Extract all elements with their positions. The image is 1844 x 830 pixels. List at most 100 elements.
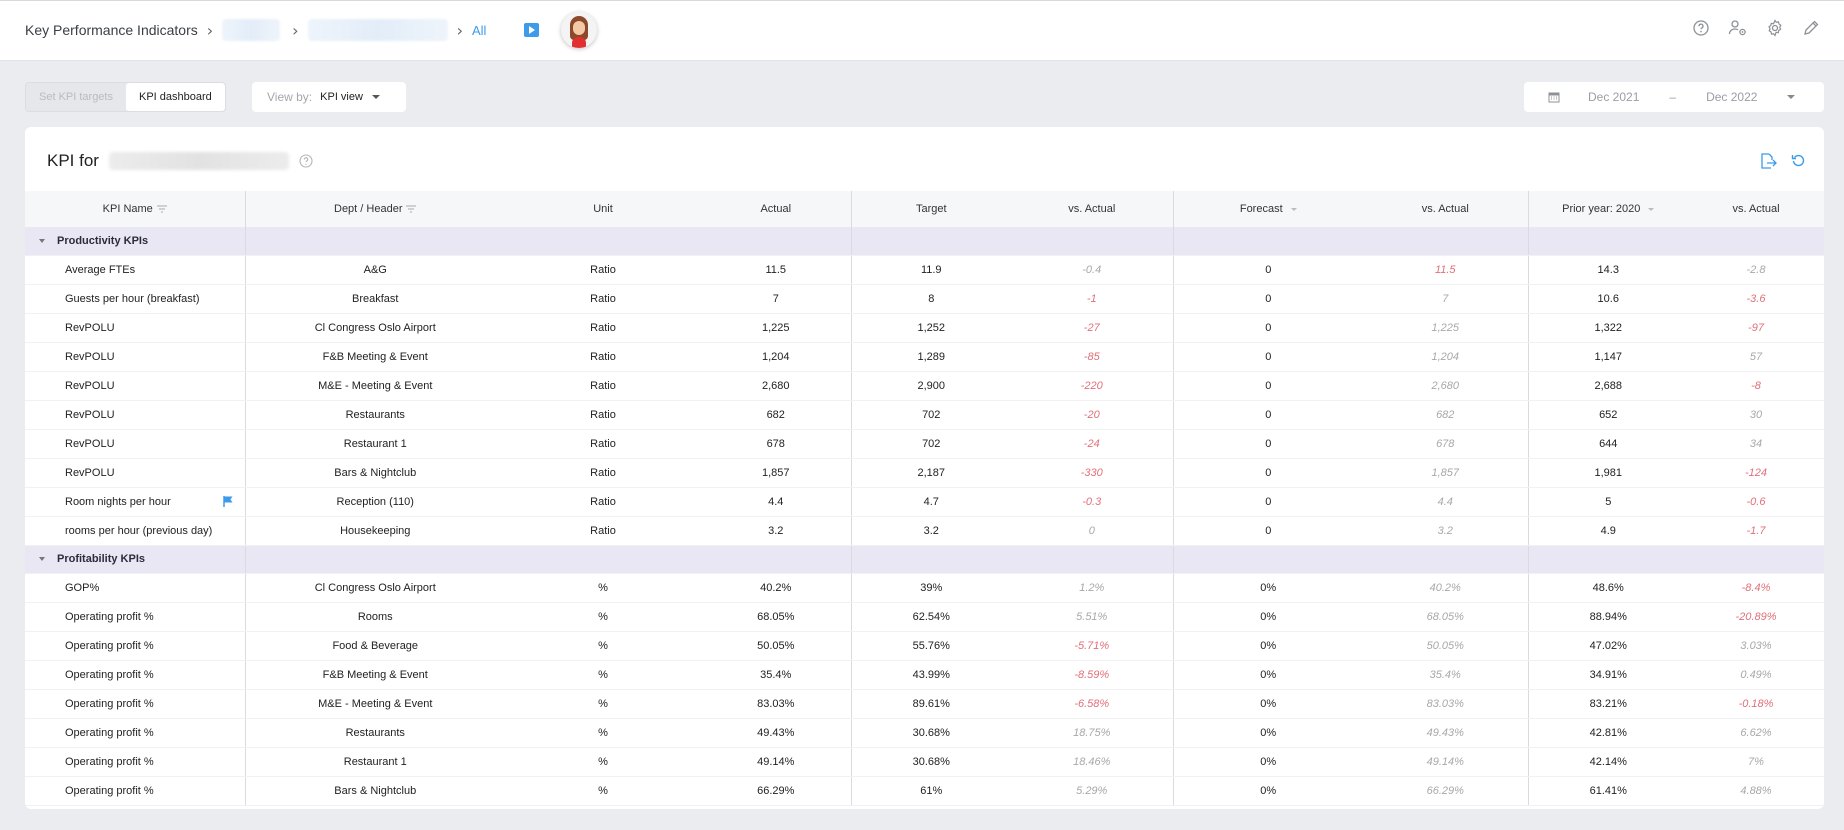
unit-value: Ratio <box>590 408 616 421</box>
breadcrumb-all[interactable]: All <box>471 22 487 38</box>
kpi-name-cell[interactable]: rooms per hour (previous day) <box>25 516 245 546</box>
group-name-cell: Profitability KPIs <box>25 545 245 574</box>
group-row[interactable]: Profitability KPIs <box>25 545 1824 574</box>
group-cell <box>1527 545 1688 574</box>
vs-target-cell: -220 <box>1011 371 1173 401</box>
col-prior-year[interactable]: Prior year: 2020 <box>1527 191 1688 227</box>
date-range-picker[interactable]: Dec 2021 – Dec 2022 <box>1524 82 1824 112</box>
prior-year-value: 14.3 <box>1597 263 1619 276</box>
pencil-icon[interactable] <box>1802 19 1820 37</box>
actual-cell: 49.14% <box>701 747 851 777</box>
kpi-name-cell[interactable]: Average FTEs <box>25 255 245 285</box>
caret-down-icon[interactable] <box>1787 95 1796 99</box>
kpi-name-cell[interactable]: RevPOLU <box>25 458 245 488</box>
table-row[interactable]: Operating profit % F&B Meeting & Event% 35… <box>25 660 1824 690</box>
filter-icon[interactable] <box>406 205 417 213</box>
kpi-name-cell[interactable]: Operating profit % <box>25 631 245 661</box>
date-to[interactable]: Dec 2022 <box>1706 90 1758 104</box>
table-row[interactable]: Operating profit % Bars & Nightclub% 66.29… <box>25 776 1824 806</box>
target-cell: 1,289 <box>850 342 1011 372</box>
table-row[interactable]: RevPOLU Bars & Nightclub Ratio 1,857 2,187 -3… <box>25 458 1824 488</box>
prior-year-cell: 1,147 <box>1527 342 1688 372</box>
unit-value: % <box>598 610 608 623</box>
breadcrumb-redacted-1[interactable] <box>222 19 281 41</box>
group-cell <box>505 545 701 574</box>
table-row[interactable]: RevPOLU M&E - Meeting & Event Ratio 2,680 2,… <box>25 371 1824 401</box>
vs-prior-value: -124 <box>1744 466 1768 479</box>
table-row[interactable]: rooms per hour (previous day) Housekeepin… <box>25 516 1824 546</box>
actual-cell: 678 <box>701 429 851 459</box>
kpi-name-cell[interactable]: RevPOLU <box>25 371 245 401</box>
vs-target-cell: -8.59% <box>1011 660 1173 690</box>
vs-forecast-value: 50.05% <box>1426 639 1464 652</box>
kpi-name-cell[interactable]: GOP% <box>25 573 245 603</box>
export-icon[interactable] <box>1760 153 1777 169</box>
group-row[interactable]: Productivity KPIs <box>25 227 1824 256</box>
col-kpi-name[interactable]: KPI Name <box>25 191 245 227</box>
forecast-cell: 0 <box>1172 313 1363 343</box>
table-row[interactable]: GOP% Cl Congress Oslo Airport% 40.2% 39% 1.2… <box>25 573 1824 603</box>
table-row[interactable]: Operating profit % Restaurant 1% 49.14% 30.… <box>25 747 1824 777</box>
kpi-name-cell[interactable]: Guests per hour (breakfast) <box>25 284 245 314</box>
user-settings-icon[interactable] <box>1728 19 1748 37</box>
table-row[interactable]: Guests per hour (breakfast) Breakfast Rati… <box>25 284 1824 314</box>
date-from[interactable]: Dec 2021 <box>1588 90 1640 104</box>
col-vs-prior: vs. Actual <box>1688 191 1824 227</box>
table-row[interactable]: Operating profit % Rooms% 68.05% 62.54% 5.51… <box>25 602 1824 632</box>
tab-set-kpi-targets[interactable]: Set KPI targets <box>39 91 113 103</box>
kpi-name-cell[interactable]: Operating profit % <box>25 776 245 806</box>
breadcrumb-redacted-2[interactable] <box>307 19 448 41</box>
kpi-name-cell[interactable]: RevPOLU <box>25 313 245 343</box>
prior-year-cell: 5 <box>1527 487 1688 517</box>
help-icon[interactable] <box>1692 19 1710 37</box>
filter-icon[interactable] <box>156 205 167 213</box>
collapse-caret-icon[interactable] <box>39 557 45 562</box>
kpi-name-cell[interactable]: Operating profit % <box>25 689 245 719</box>
vs-prior-cell: 4.88% <box>1688 776 1824 806</box>
table-row[interactable]: RevPOLU F&B Meeting & Event Ratio 1,204 1,28… <box>25 342 1824 372</box>
tab-kpi-dashboard[interactable]: KPI dashboard <box>125 83 225 111</box>
actual-value: 40.2% <box>760 581 792 594</box>
kpi-name-cell[interactable]: Operating profit % <box>25 602 245 632</box>
table-row[interactable]: RevPOLU Cl Congress Oslo Airport Ratio 1,22… <box>25 313 1824 343</box>
col-unit: Unit <box>505 191 701 227</box>
collapse-caret-icon[interactable] <box>39 238 45 243</box>
table-row[interactable]: Operating profit % Restaurants% 49.43% 30.6… <box>25 718 1824 748</box>
video-icon[interactable] <box>524 23 540 37</box>
group-cell <box>1688 545 1824 574</box>
target-value: 2,900 <box>917 379 946 392</box>
breadcrumb-kpi[interactable]: Key Performance Indicators <box>25 22 198 38</box>
table-row[interactable]: RevPOLU Restaurants Ratio 682 702 -20 0 682 652 3… <box>25 400 1824 430</box>
kpi-name-cell[interactable]: Operating profit % <box>25 747 245 777</box>
gear-icon[interactable] <box>1766 19 1784 37</box>
forecast-cell: 0% <box>1172 602 1363 632</box>
help-icon[interactable] <box>299 154 313 168</box>
col-forecast[interactable]: Forecast <box>1172 191 1363 227</box>
table-row[interactable]: Operating profit % Food & Beverage% 50.05%… <box>25 631 1824 661</box>
caret-down-icon[interactable] <box>1290 207 1297 211</box>
vs-target-cell: 18.46% <box>1011 747 1173 777</box>
kpi-name-cell[interactable]: Operating profit % <box>25 660 245 690</box>
avatar[interactable] <box>561 12 598 48</box>
col-dept[interactable]: Dept / Header <box>244 191 505 227</box>
unit-cell: % <box>505 631 701 661</box>
view-by-dropdown[interactable]: View by: KPI view <box>252 82 406 112</box>
forecast-value: 0 <box>1265 292 1272 305</box>
kpi-name-cell[interactable]: RevPOLU <box>25 400 245 430</box>
vs-target-value: -5.71% <box>1074 639 1110 652</box>
reset-icon[interactable] <box>1791 153 1806 168</box>
flag-icon[interactable] <box>222 495 233 507</box>
vs-prior-cell: 7% <box>1688 747 1824 777</box>
table-row[interactable]: Operating profit % M&E - Meeting & Event%… <box>25 689 1824 719</box>
kpi-name-cell[interactable]: Room nights per hour <box>25 487 245 517</box>
kpi-name-cell[interactable]: Operating profit % <box>25 718 245 748</box>
actual-cell: 7 <box>701 284 851 314</box>
vs-forecast-value: 68.05% <box>1426 610 1464 623</box>
target-cell: 2,900 <box>850 371 1011 401</box>
kpi-name-cell[interactable]: RevPOLU <box>25 342 245 372</box>
caret-down-icon[interactable] <box>1648 207 1655 211</box>
table-row[interactable]: Room nights per hour Reception (110) Ratio… <box>25 487 1824 517</box>
table-row[interactable]: RevPOLU Restaurant 1 Ratio 678 702 -24 0 678 644… <box>25 429 1824 459</box>
table-row[interactable]: Average FTEs A&G Ratio 11.5 11.9 -0.4 0 11.5 14.… <box>25 255 1824 285</box>
kpi-name-cell[interactable]: RevPOLU <box>25 429 245 459</box>
